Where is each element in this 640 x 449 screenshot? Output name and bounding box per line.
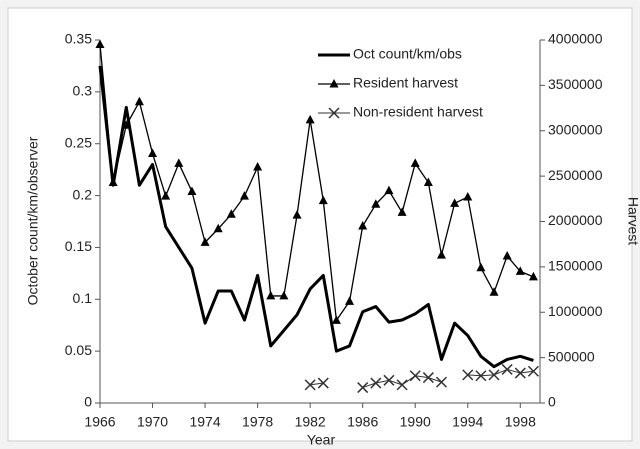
x-tick-label: 1966	[84, 414, 115, 430]
x-axis-label: Year	[307, 432, 336, 448]
triangle-marker	[121, 120, 131, 129]
y-tick-label: 0.1	[73, 290, 93, 306]
triangle-marker	[108, 177, 118, 186]
triangle-marker	[502, 250, 512, 260]
series-line	[99, 44, 534, 322]
y2-axis-label: Harvest	[625, 197, 640, 245]
triangle-marker	[226, 209, 236, 218]
triangle-marker	[239, 191, 249, 200]
y-tick-label: 0.2	[73, 186, 93, 202]
y-tick-label: 0.05	[65, 342, 92, 358]
x-tick-label: 1978	[242, 414, 273, 430]
y-tick-label: 0	[84, 394, 92, 410]
x-marker	[488, 369, 500, 381]
triangle-marker	[489, 287, 499, 296]
y2-tick-label: 3500000	[548, 76, 603, 92]
y-tick-label: 0.25	[65, 134, 92, 150]
triangle-marker	[410, 158, 420, 167]
x-tick-label: 1998	[505, 414, 536, 430]
y2-tick-label: 500000	[548, 348, 595, 364]
triangle-marker	[384, 185, 394, 195]
triangle-marker	[329, 79, 339, 88]
x-marker	[357, 382, 369, 394]
x-tick-label: 1986	[347, 414, 378, 430]
legend-label: Non-resident harvest	[353, 104, 483, 120]
x-marker	[383, 374, 395, 386]
x-tick-label: 1974	[189, 414, 220, 430]
x-marker	[422, 372, 434, 384]
triangle-marker	[318, 195, 328, 205]
x-marker	[304, 379, 316, 391]
triangle-marker	[423, 177, 433, 186]
triangle-marker	[515, 266, 525, 275]
triangle-marker	[528, 271, 538, 281]
triangle-marker	[213, 223, 223, 233]
x-marker	[409, 370, 421, 382]
x-marker	[475, 370, 487, 382]
triangle-marker	[436, 250, 446, 259]
y2-tick-label: 2000000	[548, 212, 603, 228]
triangle-marker	[345, 296, 355, 305]
x-marker	[317, 377, 329, 389]
triangle-marker	[174, 158, 184, 167]
triangle-marker	[331, 315, 341, 324]
triangle-marker	[450, 198, 460, 207]
triangle-marker	[266, 290, 276, 300]
y2-tick-label: 1000000	[548, 303, 603, 319]
triangle-marker	[397, 207, 407, 216]
triangle-marker	[200, 237, 210, 246]
x-tick-label: 1994	[452, 414, 483, 430]
x-marker	[462, 369, 474, 381]
x-tick-label: 1982	[295, 414, 326, 430]
triangle-marker	[148, 148, 158, 157]
y-axis-label: October count/km/observer	[25, 136, 41, 305]
y2-tick-label: 1500000	[548, 258, 603, 274]
x-tick-label: 1970	[137, 414, 168, 430]
triangle-marker	[279, 290, 289, 300]
x-marker	[396, 379, 408, 391]
triangle-marker	[358, 221, 368, 230]
x-marker	[527, 365, 539, 377]
triangle-marker	[187, 186, 197, 196]
y-tick-label: 0.35	[65, 31, 92, 47]
triangle-marker	[305, 114, 315, 124]
triangle-marker	[253, 162, 263, 171]
y-tick-label: 0.3	[73, 83, 93, 99]
x-marker	[328, 107, 340, 119]
triangle-marker	[476, 262, 486, 272]
triangle-marker	[134, 96, 144, 106]
y-tick-label: 0.15	[65, 238, 92, 254]
legend-label: Resident harvest	[353, 75, 458, 91]
x-marker	[501, 363, 513, 375]
triangle-marker	[371, 199, 381, 208]
y2-tick-label: 2500000	[548, 167, 603, 183]
y2-tick-label: 4000000	[548, 31, 603, 47]
series-line	[98, 65, 534, 369]
triangle-marker	[463, 191, 473, 201]
triangle-marker	[95, 39, 105, 49]
x-tick-label: 1990	[400, 414, 431, 430]
x-marker	[370, 377, 382, 389]
y2-tick-label: 3000000	[548, 121, 603, 137]
plot-area	[100, 40, 540, 403]
triangle-marker	[161, 191, 171, 200]
x-marker	[514, 367, 526, 379]
y2-tick-label: 0	[548, 394, 556, 410]
x-marker	[435, 376, 448, 388]
legend-label: Oct count/km/obs	[353, 46, 462, 62]
triangle-marker	[292, 210, 302, 219]
